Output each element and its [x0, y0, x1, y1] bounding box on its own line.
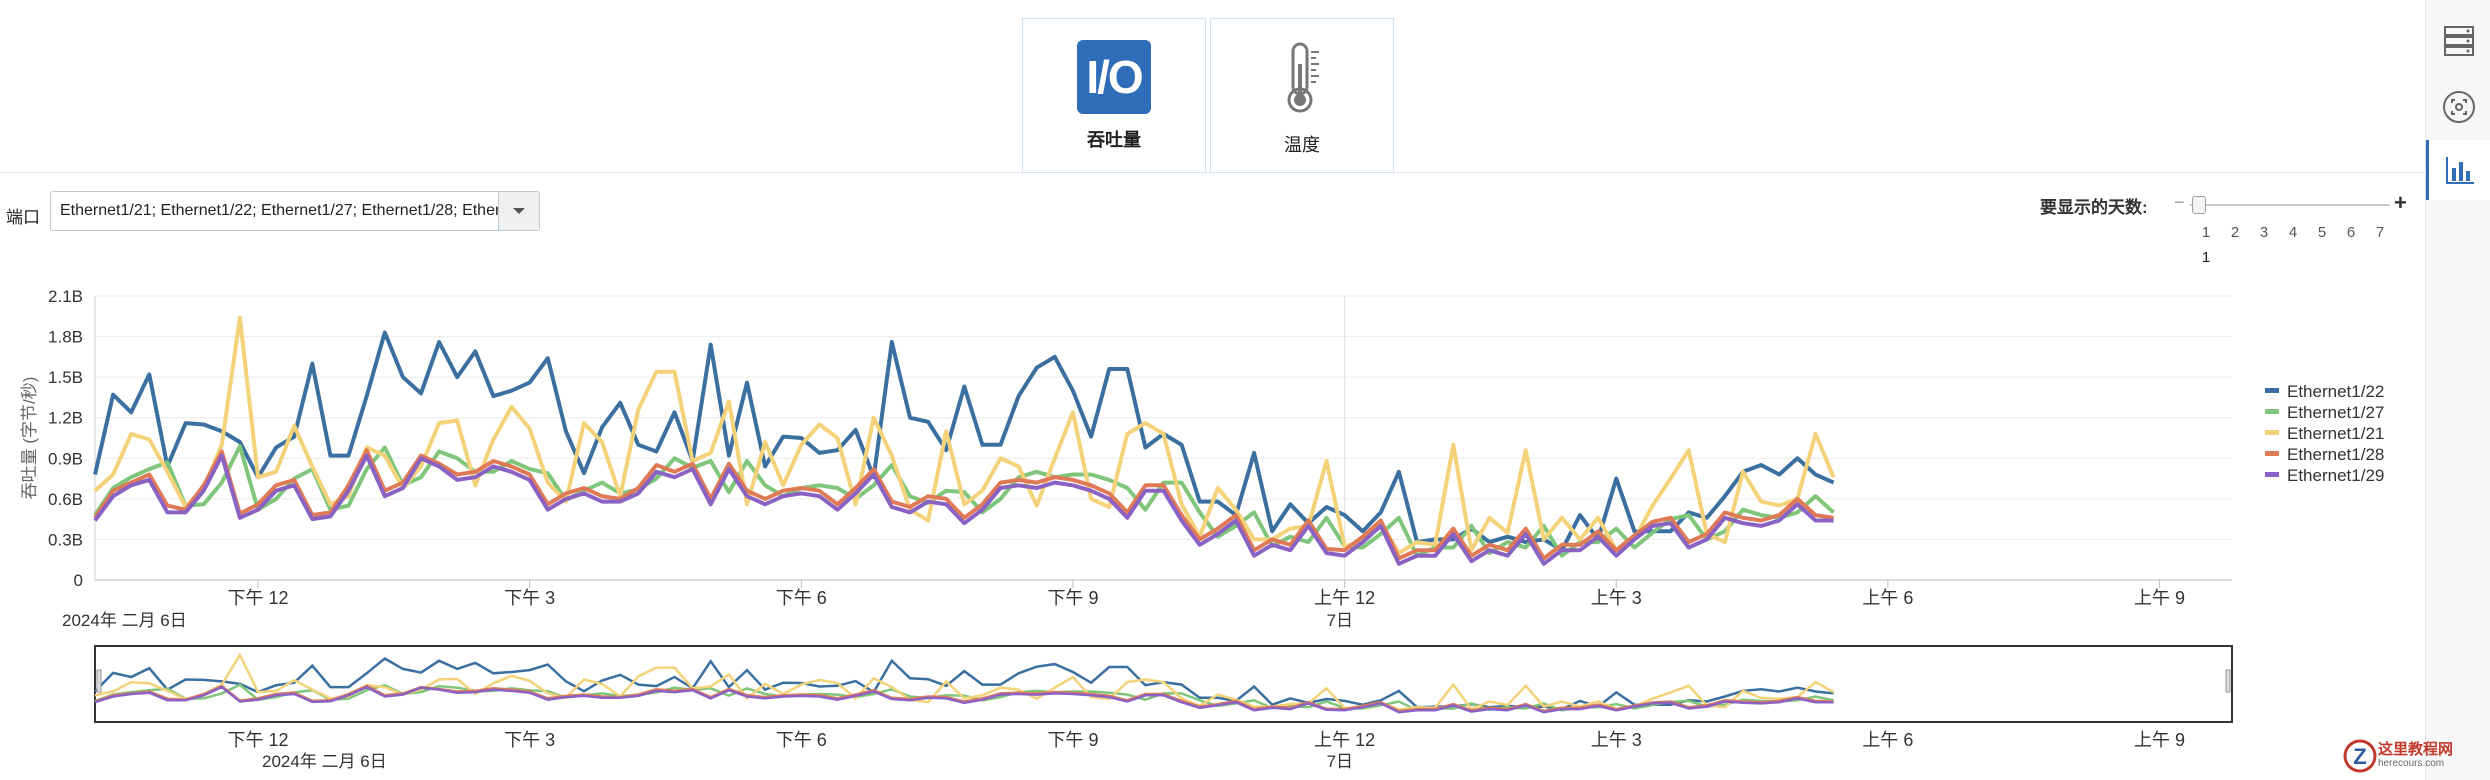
legend-label: Ethernet1/27 — [2287, 403, 2384, 422]
navigator-x-label: 下午 3 — [504, 730, 555, 750]
navigator-series-Ethernet1-29 — [94, 685, 1834, 714]
y-tick-label: 0.6B — [48, 490, 83, 509]
legend-swatch — [2265, 388, 2279, 393]
days-tick[interactable]: 2 — [2230, 224, 2240, 241]
right-rail — [2425, 0, 2490, 780]
days-tick[interactable]: 1 — [2201, 224, 2211, 241]
watermark-text: 这里教程网 — [2378, 741, 2454, 758]
legend-label: Ethernet1/29 — [2287, 466, 2384, 485]
io-icon: I/O — [1077, 40, 1151, 114]
x-tick-label: 下午 9 — [1047, 588, 1098, 608]
days-tick[interactable]: 6 — [2346, 224, 2356, 241]
navigator-right-handle — [2225, 669, 2231, 693]
watermark-logo: Z — [2343, 739, 2377, 773]
navigator-start-date-label: 2024年 二月 6日 — [262, 752, 387, 771]
chevron-down-icon — [513, 208, 525, 214]
x-start-date-label: 2024年 二月 6日 — [62, 611, 187, 630]
x-tick-label: 下午 3 — [504, 588, 555, 608]
watermark: Z 这里教程网 herecours.com — [2342, 734, 2453, 774]
svg-text:Z: Z — [2353, 744, 2366, 769]
navigator-series-Ethernet1-22 — [94, 656, 1834, 711]
navigator-x-sublabel: 7日 — [1327, 752, 1353, 771]
bar-chart-icon — [2446, 157, 2474, 184]
navigator-frame — [94, 645, 2233, 723]
legend-swatch — [2265, 451, 2279, 456]
navigator-series-Ethernet1-27 — [94, 683, 1834, 712]
port-label: 端口 — [6, 208, 40, 227]
legend-swatch — [2265, 472, 2279, 477]
navigator-x-label: 下午 6 — [776, 730, 827, 750]
series-line-Ethernet1-27 — [93, 444, 1835, 558]
legend-label: Ethernet1/22 — [2287, 382, 2384, 401]
x-tick-label: 上午 3 — [1591, 588, 1642, 608]
tab-throughput-label: 吞吐量 — [1087, 130, 1141, 150]
x-tick-label: 下午 6 — [776, 588, 827, 608]
navigator-x-label: 上午 12 — [1314, 730, 1375, 750]
camera-focus-icon — [2443, 91, 2475, 123]
y-tick-label: 1.2B — [48, 409, 83, 428]
days-slider-ticks: 1 2 3 4 5 6 7 — [2170, 224, 2410, 244]
days-tick[interactable]: 3 — [2259, 224, 2269, 241]
days-slider[interactable]: − + 1 2 3 4 5 6 7 1 — [2170, 190, 2410, 266]
port-dropdown-button[interactable] — [498, 192, 539, 230]
navigator-x-label: 上午 3 — [1591, 730, 1642, 750]
tab-throughput[interactable]: I/O 吞吐量 — [1022, 18, 1206, 173]
days-tick[interactable]: 4 — [2288, 224, 2298, 241]
y-tick-label: 1.5B — [48, 368, 83, 387]
server-button[interactable] — [2440, 22, 2478, 60]
days-label: 要显示的天数: — [2040, 198, 2148, 217]
port-select-value: Ethernet1/21; Ethernet1/22; Ethernet1/27… — [60, 202, 500, 219]
series-line-Ethernet1-28 — [93, 448, 1834, 561]
days-slider-thumb[interactable] — [2192, 196, 2206, 214]
navigator-left-handle — [96, 669, 102, 693]
legend-label: Ethernet1/28 — [2287, 445, 2384, 464]
watermark-sub: herecours.com — [2378, 758, 2445, 769]
x-tick-label: 上午 6 — [1862, 588, 1913, 608]
series-line-Ethernet1-29 — [93, 453, 1834, 566]
days-current-value: 1 — [2201, 249, 2211, 266]
y-tick-label: 2.1B — [48, 287, 83, 306]
chart-button[interactable] — [2426, 140, 2490, 200]
days-decrease-button[interactable]: − — [2174, 192, 2185, 212]
legend-swatch — [2265, 430, 2279, 435]
navigator-series-Ethernet1-28 — [94, 684, 1834, 713]
series-line-Ethernet1-21 — [93, 315, 1836, 555]
days-tick[interactable]: 5 — [2317, 224, 2327, 241]
x-tick-label: 下午 12 — [227, 588, 288, 608]
x-tick-sublabel: 7日 — [1327, 611, 1353, 630]
navigator-x-label: 上午 9 — [2134, 730, 2185, 750]
navigator-x-label: 上午 6 — [1862, 730, 1913, 750]
navigator-series-Ethernet1-21 — [94, 652, 1835, 711]
days-increase-button[interactable]: + — [2394, 190, 2407, 215]
port-select[interactable]: Ethernet1/21; Ethernet1/22; Ethernet1/27… — [50, 191, 540, 231]
legend-label: Ethernet1/21 — [2287, 424, 2384, 443]
thermometer-icon — [1287, 42, 1319, 113]
legend-swatch — [2265, 409, 2279, 414]
x-tick-label: 上午 12 — [1314, 588, 1375, 608]
tab-temperature[interactable]: 温度 — [1210, 18, 1394, 173]
y-axis-label: 吞吐量 (字节/秒) — [20, 377, 39, 500]
y-tick-label: 0.3B — [48, 530, 83, 549]
y-tick-label: 0 — [74, 571, 83, 590]
y-tick-label: 0.9B — [48, 449, 83, 468]
series-line-Ethernet1-22 — [93, 330, 1835, 553]
x-tick-label: 上午 9 — [2134, 588, 2185, 608]
camera-focus-button[interactable] — [2440, 88, 2478, 126]
navigator-x-label: 下午 12 — [227, 730, 288, 750]
days-tick[interactable]: 7 — [2375, 224, 2385, 241]
tab-temperature-label: 温度 — [1284, 135, 1320, 155]
y-tick-label: 1.8B — [48, 328, 83, 347]
server-icon — [2444, 26, 2474, 56]
navigator-x-label: 下午 9 — [1047, 730, 1098, 750]
days-slider-track[interactable] — [2190, 204, 2390, 206]
